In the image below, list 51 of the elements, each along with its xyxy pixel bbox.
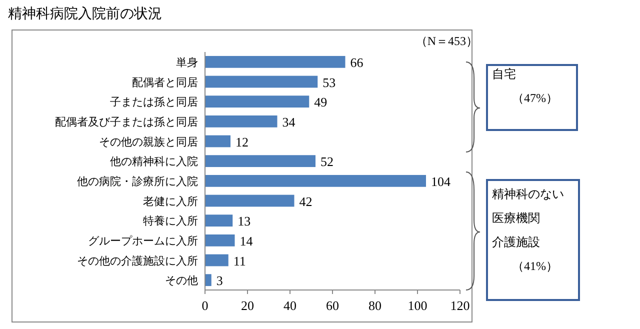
y-tick-label: 他の精神科に入院 xyxy=(110,155,198,168)
y-tick-label: 他の病院・診療所に入院 xyxy=(77,174,198,188)
data-label: 34 xyxy=(282,114,296,130)
text: （41%） xyxy=(512,259,558,273)
data-label: 14 xyxy=(240,233,254,248)
data-label: 52 xyxy=(320,154,334,170)
x-tick-label: 120 xyxy=(450,298,470,313)
bar xyxy=(205,234,235,246)
bar xyxy=(205,56,346,68)
x-tick-label: 0 xyxy=(202,298,208,313)
y-tick-label: 配偶者と同居 xyxy=(132,76,198,89)
data-label: 53 xyxy=(322,74,336,90)
bar xyxy=(205,214,233,227)
x-tick-label: 40 xyxy=(284,298,296,313)
y-tick-label: その他の親族と同居 xyxy=(99,135,198,148)
y-tick-label: 子または孫と同居 xyxy=(110,96,198,109)
text: 介護施設 xyxy=(492,235,540,249)
data-label: 66 xyxy=(350,54,364,70)
x-tick-label: 100 xyxy=(408,298,428,313)
bar xyxy=(205,96,310,108)
y-tick-label: 老健に入所 xyxy=(143,194,198,208)
bar xyxy=(205,254,228,266)
y-tick-label: その他の介護施設に入所 xyxy=(77,254,198,268)
x-tick-label: 20 xyxy=(241,298,254,313)
bar xyxy=(205,194,294,207)
bar xyxy=(205,76,318,88)
x-tick-label: 80 xyxy=(368,298,382,313)
y-tick-label: 配偶者及び子または孫と同居 xyxy=(55,115,198,128)
bar xyxy=(205,174,426,187)
data-label: 11 xyxy=(233,253,246,268)
data-label: 3 xyxy=(216,273,223,288)
bar xyxy=(205,115,278,128)
x-tick-label: 60 xyxy=(326,298,339,313)
data-label: 12 xyxy=(236,134,248,150)
text: 精神科のない xyxy=(492,187,564,201)
text: 自宅 xyxy=(492,67,516,81)
data-label: 42 xyxy=(299,194,312,209)
y-tick-label: 特養に入所 xyxy=(143,214,198,228)
text: （N＝453） xyxy=(415,34,478,48)
y-tick-label: グループホームに入所 xyxy=(88,234,198,248)
data-label: 49 xyxy=(314,94,328,110)
y-tick-label: 単身 xyxy=(176,56,198,69)
bar xyxy=(205,274,212,286)
text: 医療機関 xyxy=(492,211,540,225)
y-tick-label: その他 xyxy=(165,275,198,288)
bar xyxy=(205,135,230,148)
bar xyxy=(205,155,316,168)
data-label: 13 xyxy=(238,214,251,229)
data-label: 104 xyxy=(431,174,451,189)
text: （47%） xyxy=(512,91,558,105)
text: 精神科病院入院前の状況 xyxy=(8,6,162,22)
